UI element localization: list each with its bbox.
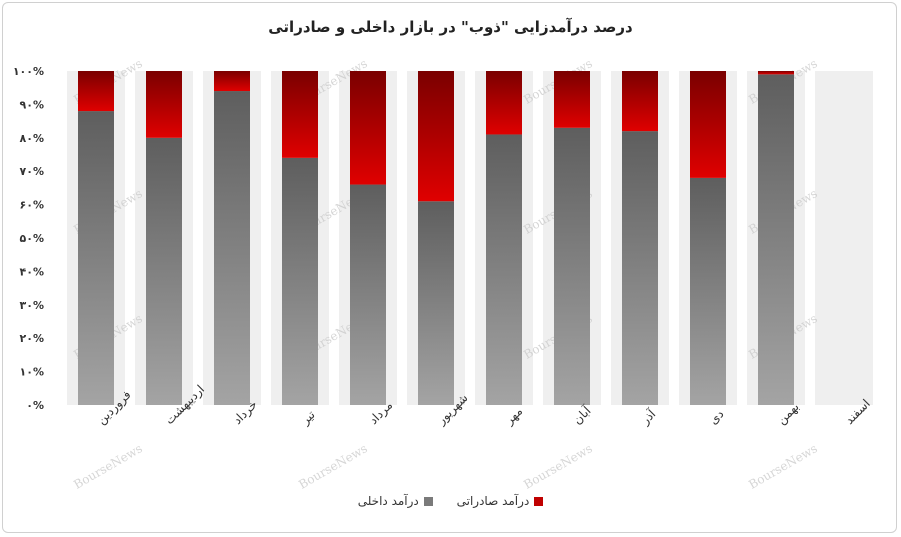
watermark-text: BourseNews [71,441,145,492]
bar-export [282,71,318,158]
bar-domestic [214,91,250,405]
bar-domestic [146,137,182,406]
chart-title: درصد درآمدزایی "ذوب" در بازار داخلی و صا… [268,18,633,36]
bar-export [758,71,794,75]
bar-export [622,71,658,132]
bar-export [690,71,726,178]
bar-domestic [486,134,522,405]
bar-export [78,71,114,112]
y-tick-label: ۱۰% [20,366,44,379]
bar-export [146,71,182,138]
bar-export [554,71,590,128]
legend-item-domestic: درآمد داخلی [358,494,433,508]
y-tick-label: ۴۰% [20,265,44,278]
watermark-text: BourseNews [746,441,820,492]
y-tick-label: ۵۰% [20,232,44,245]
x-tick-label: آذر [637,406,660,429]
y-tick-label: ۹۰% [20,98,44,111]
y-tick-label: ۶۰% [20,199,44,212]
legend-swatch-export [534,496,544,506]
column-background [815,71,873,405]
legend: درآمد صادراتی درآمد داخلی [0,494,901,509]
legend-label-export: درآمد صادراتی [456,494,530,508]
bar-export [486,71,522,135]
watermark-text: BourseNews [296,441,370,492]
bar-domestic [350,184,386,405]
x-tick-label: دی [706,407,726,427]
bar-domestic [690,177,726,405]
legend-swatch-domestic [423,496,433,506]
bar-export [418,71,454,202]
y-tick-label: ۰% [26,399,44,412]
bar-export [350,71,386,185]
x-tick-label: مهر [502,404,526,428]
bar-domestic [622,131,658,405]
y-tick-label: ۷۰% [20,165,44,178]
bar-domestic [418,201,454,405]
bar-domestic [282,157,318,405]
watermark-text: BourseNews [521,441,595,492]
y-tick-label: ۱۰۰% [13,65,44,78]
legend-item-export: درآمد صادراتی [457,494,544,508]
legend-label-domestic: درآمد داخلی [357,494,419,508]
bar-domestic [554,127,590,405]
y-tick-label: ۸۰% [20,132,44,145]
bar-export [214,71,250,92]
y-tick-label: ۳۰% [20,299,44,312]
x-tick-label: تیر [298,408,319,429]
bar-domestic [758,74,794,405]
y-tick-label: ۲۰% [20,332,44,345]
x-tick-label: آبان [570,403,595,428]
bar-domestic [78,111,114,405]
